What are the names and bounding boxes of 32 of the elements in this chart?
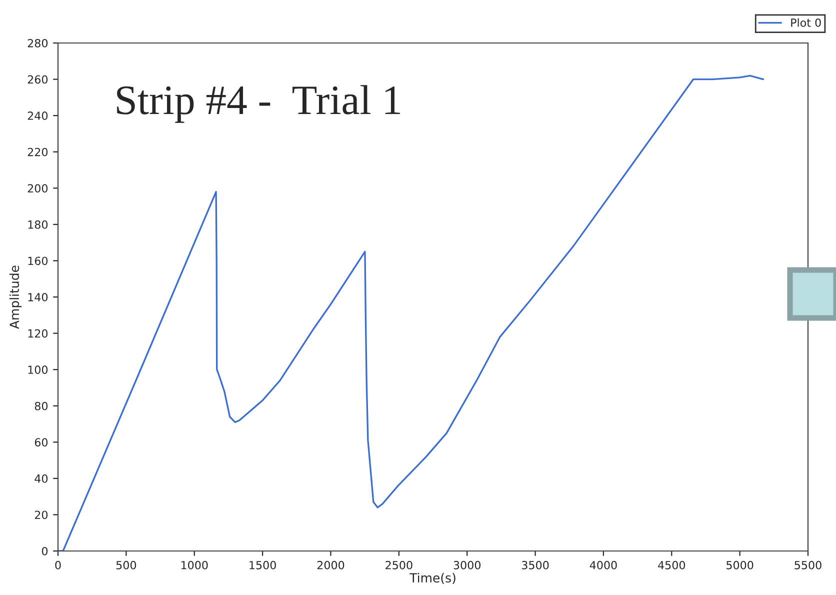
x-axis-title: Time(s) (410, 572, 456, 584)
y-tick-label: 260 (28, 75, 48, 84)
y-tick-label: 80 (34, 402, 48, 410)
y-tick-label: 220 (28, 148, 48, 156)
line-series (58, 74, 764, 551)
y-axis-title: Amplitude (9, 266, 22, 329)
x-tick-label: 0 (55, 560, 61, 570)
y-tick-label: 60 (34, 438, 48, 447)
y-tick-label: 240 (28, 112, 48, 120)
x-tick-label: 5500 (794, 560, 822, 570)
x-tick-label: 4500 (658, 560, 686, 570)
x-tick-label: 4000 (590, 560, 617, 570)
y-tick-label: 20 (34, 510, 48, 520)
y-tick-label: 200 (28, 184, 48, 193)
x-tick-label: 500 (116, 560, 136, 570)
y-tick-label: 140 (28, 292, 48, 302)
x-tick-label: 5000 (726, 560, 754, 570)
y-tick-label: 160 (28, 256, 48, 266)
y-tick-label: 180 (28, 220, 48, 229)
x-tick-label: 2000 (317, 560, 344, 570)
x-tick-label: 3500 (522, 560, 549, 570)
y-tick-label: 0 (42, 546, 48, 556)
x-tick-label: 2500 (386, 560, 412, 570)
x-tick-label: 1000 (181, 560, 208, 570)
x-tick-label: 1500 (250, 560, 276, 570)
y-tick-label: 40 (34, 474, 48, 483)
annotation: Strip #4 - Trial 1 (117, 85, 400, 123)
y-tick-label: 100 (28, 366, 48, 374)
legend-label: Plot 0 (791, 18, 821, 27)
y-tick-label: 280 (28, 38, 48, 48)
x-tick-label: 3000 (454, 560, 480, 570)
y-tick-label: 120 (28, 329, 48, 338)
